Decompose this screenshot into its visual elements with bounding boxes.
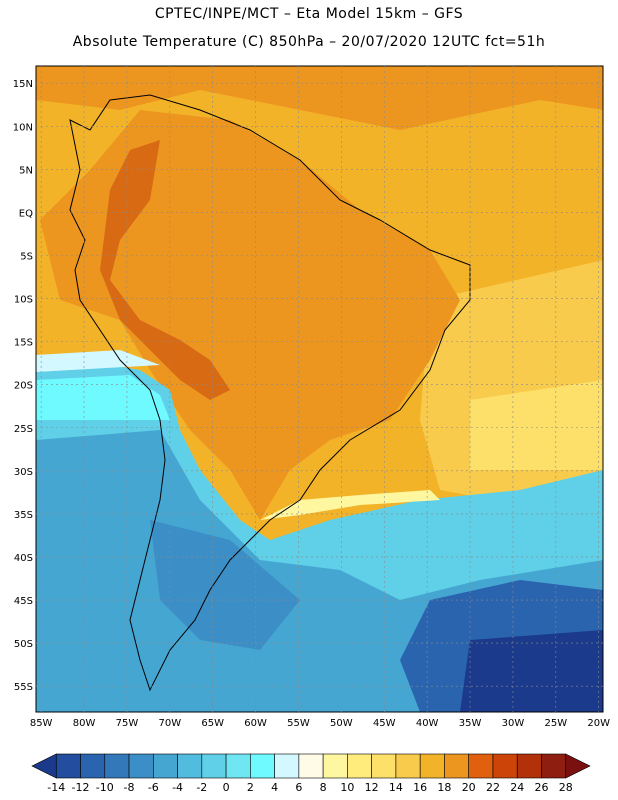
colorbar-label: 6 (295, 781, 302, 794)
colorbar-label: 10 (340, 781, 354, 794)
colorbar-swatch (541, 753, 567, 779)
colorbar-label: 22 (486, 781, 500, 794)
colorbar-swatch (347, 753, 372, 779)
colorbar-swatch (371, 753, 397, 779)
colorbar-swatch (322, 753, 348, 779)
colorbar-swatch (250, 753, 275, 779)
colorbar-swatch (298, 753, 324, 779)
lon-label: 20W (587, 718, 610, 729)
lon-label: 25W (545, 718, 568, 729)
lon-label: 35W (459, 718, 482, 729)
colorbar-swatch (274, 753, 300, 779)
lat-label: 5N (19, 165, 33, 176)
colorbar-label: 4 (271, 781, 278, 794)
colorbar-label: 20 (462, 781, 476, 794)
lon-label: 75W (116, 718, 139, 729)
lat-label: 10S (14, 295, 33, 306)
lat-label: 25S (14, 424, 33, 435)
colorbar-swatch (55, 753, 81, 779)
colorbar-label: -8 (124, 781, 135, 794)
colorbar-label: 12 (365, 781, 379, 794)
colorbar-label: 14 (389, 781, 403, 794)
lon-label: 70W (159, 718, 182, 729)
map-frame (35, 65, 604, 713)
longitude-labels: 85W 80W 75W 70W 65W 60W 55W 50W 45W 40W 35W 30W 25W 2… (30, 718, 610, 729)
colorbar-label: 8 (320, 781, 327, 794)
colorbar-swatch (468, 753, 494, 779)
colorbar-label: -2 (196, 781, 207, 794)
colorbar-label: -12 (72, 781, 90, 794)
temperature-field (36, 66, 603, 712)
colorbar-label: 2 (247, 781, 254, 794)
colorbar-label: 24 (510, 781, 524, 794)
colorbar-label: -4 (172, 781, 183, 794)
lat-label: 20S (14, 381, 33, 392)
colorbar-label: 28 (559, 781, 573, 794)
lat-label: 45S (14, 596, 33, 607)
lat-label: 35S (14, 510, 33, 521)
colorbar-arrow-high (565, 753, 591, 779)
colorbar-label: 26 (534, 781, 548, 794)
coastline (69, 94, 471, 692)
colorbar-swatch (153, 753, 178, 779)
colorbar-label: 0 (223, 781, 230, 794)
colorbar-swatch (177, 753, 203, 779)
colorbar-arrow-low (31, 753, 57, 779)
map-title: CPTEC/INPE/MCT – Eta Model 15km – GFS (154, 6, 464, 22)
lat-label: 50S (14, 639, 33, 650)
lon-label: 65W (201, 718, 224, 729)
lat-label: 5S (20, 251, 33, 262)
lon-label: 30W (502, 718, 525, 729)
lat-label: 15N (13, 79, 33, 90)
colorbar-label: 16 (413, 781, 427, 794)
map-subtitle: Absolute Temperature (C) 850hPa – 20/07/… (72, 34, 546, 50)
colorbar-labels: -14 -12 -10 -8 -6 -4 -2 0 2 4 6 8 10 12 14 16 18 20 22 24 26… (47, 781, 572, 794)
colorbar-swatch (419, 753, 445, 779)
colorbar-label: -14 (47, 781, 65, 794)
colorbar-swatch (444, 753, 469, 779)
colorbar-swatch (395, 753, 421, 779)
lat-label: 15S (14, 338, 33, 349)
colorbar-swatch (104, 753, 130, 779)
lon-label: 60W (244, 718, 267, 729)
lon-label: 55W (287, 718, 310, 729)
colorbar-label: -10 (96, 781, 114, 794)
lon-label: 85W (30, 718, 53, 729)
colorbar (31, 753, 591, 779)
colorbar-label: 18 (437, 781, 451, 794)
lat-label: EQ (19, 208, 33, 219)
colorbar-swatch (516, 753, 542, 779)
latitude-labels: 15N 10N 5N EQ 5S 10S 15S 20S 25S 30S 35S 40S 45S 50S 5… (13, 79, 33, 693)
lon-label: 45W (373, 718, 396, 729)
lon-label: 50W (330, 718, 353, 729)
lon-label: 40W (416, 718, 439, 729)
colorbar-swatch (201, 753, 227, 779)
colorbar-swatch (80, 753, 106, 779)
colorbar-swatch (225, 753, 251, 779)
lat-label: 40S (14, 553, 33, 564)
colorbar-swatch (492, 753, 518, 779)
colorbar-swatch (128, 753, 154, 779)
lon-label: 80W (73, 718, 96, 729)
lat-label: 30S (14, 467, 33, 478)
lat-label: 10N (13, 122, 33, 133)
colorbar-label: -6 (148, 781, 159, 794)
lat-label: 55S (14, 682, 33, 693)
